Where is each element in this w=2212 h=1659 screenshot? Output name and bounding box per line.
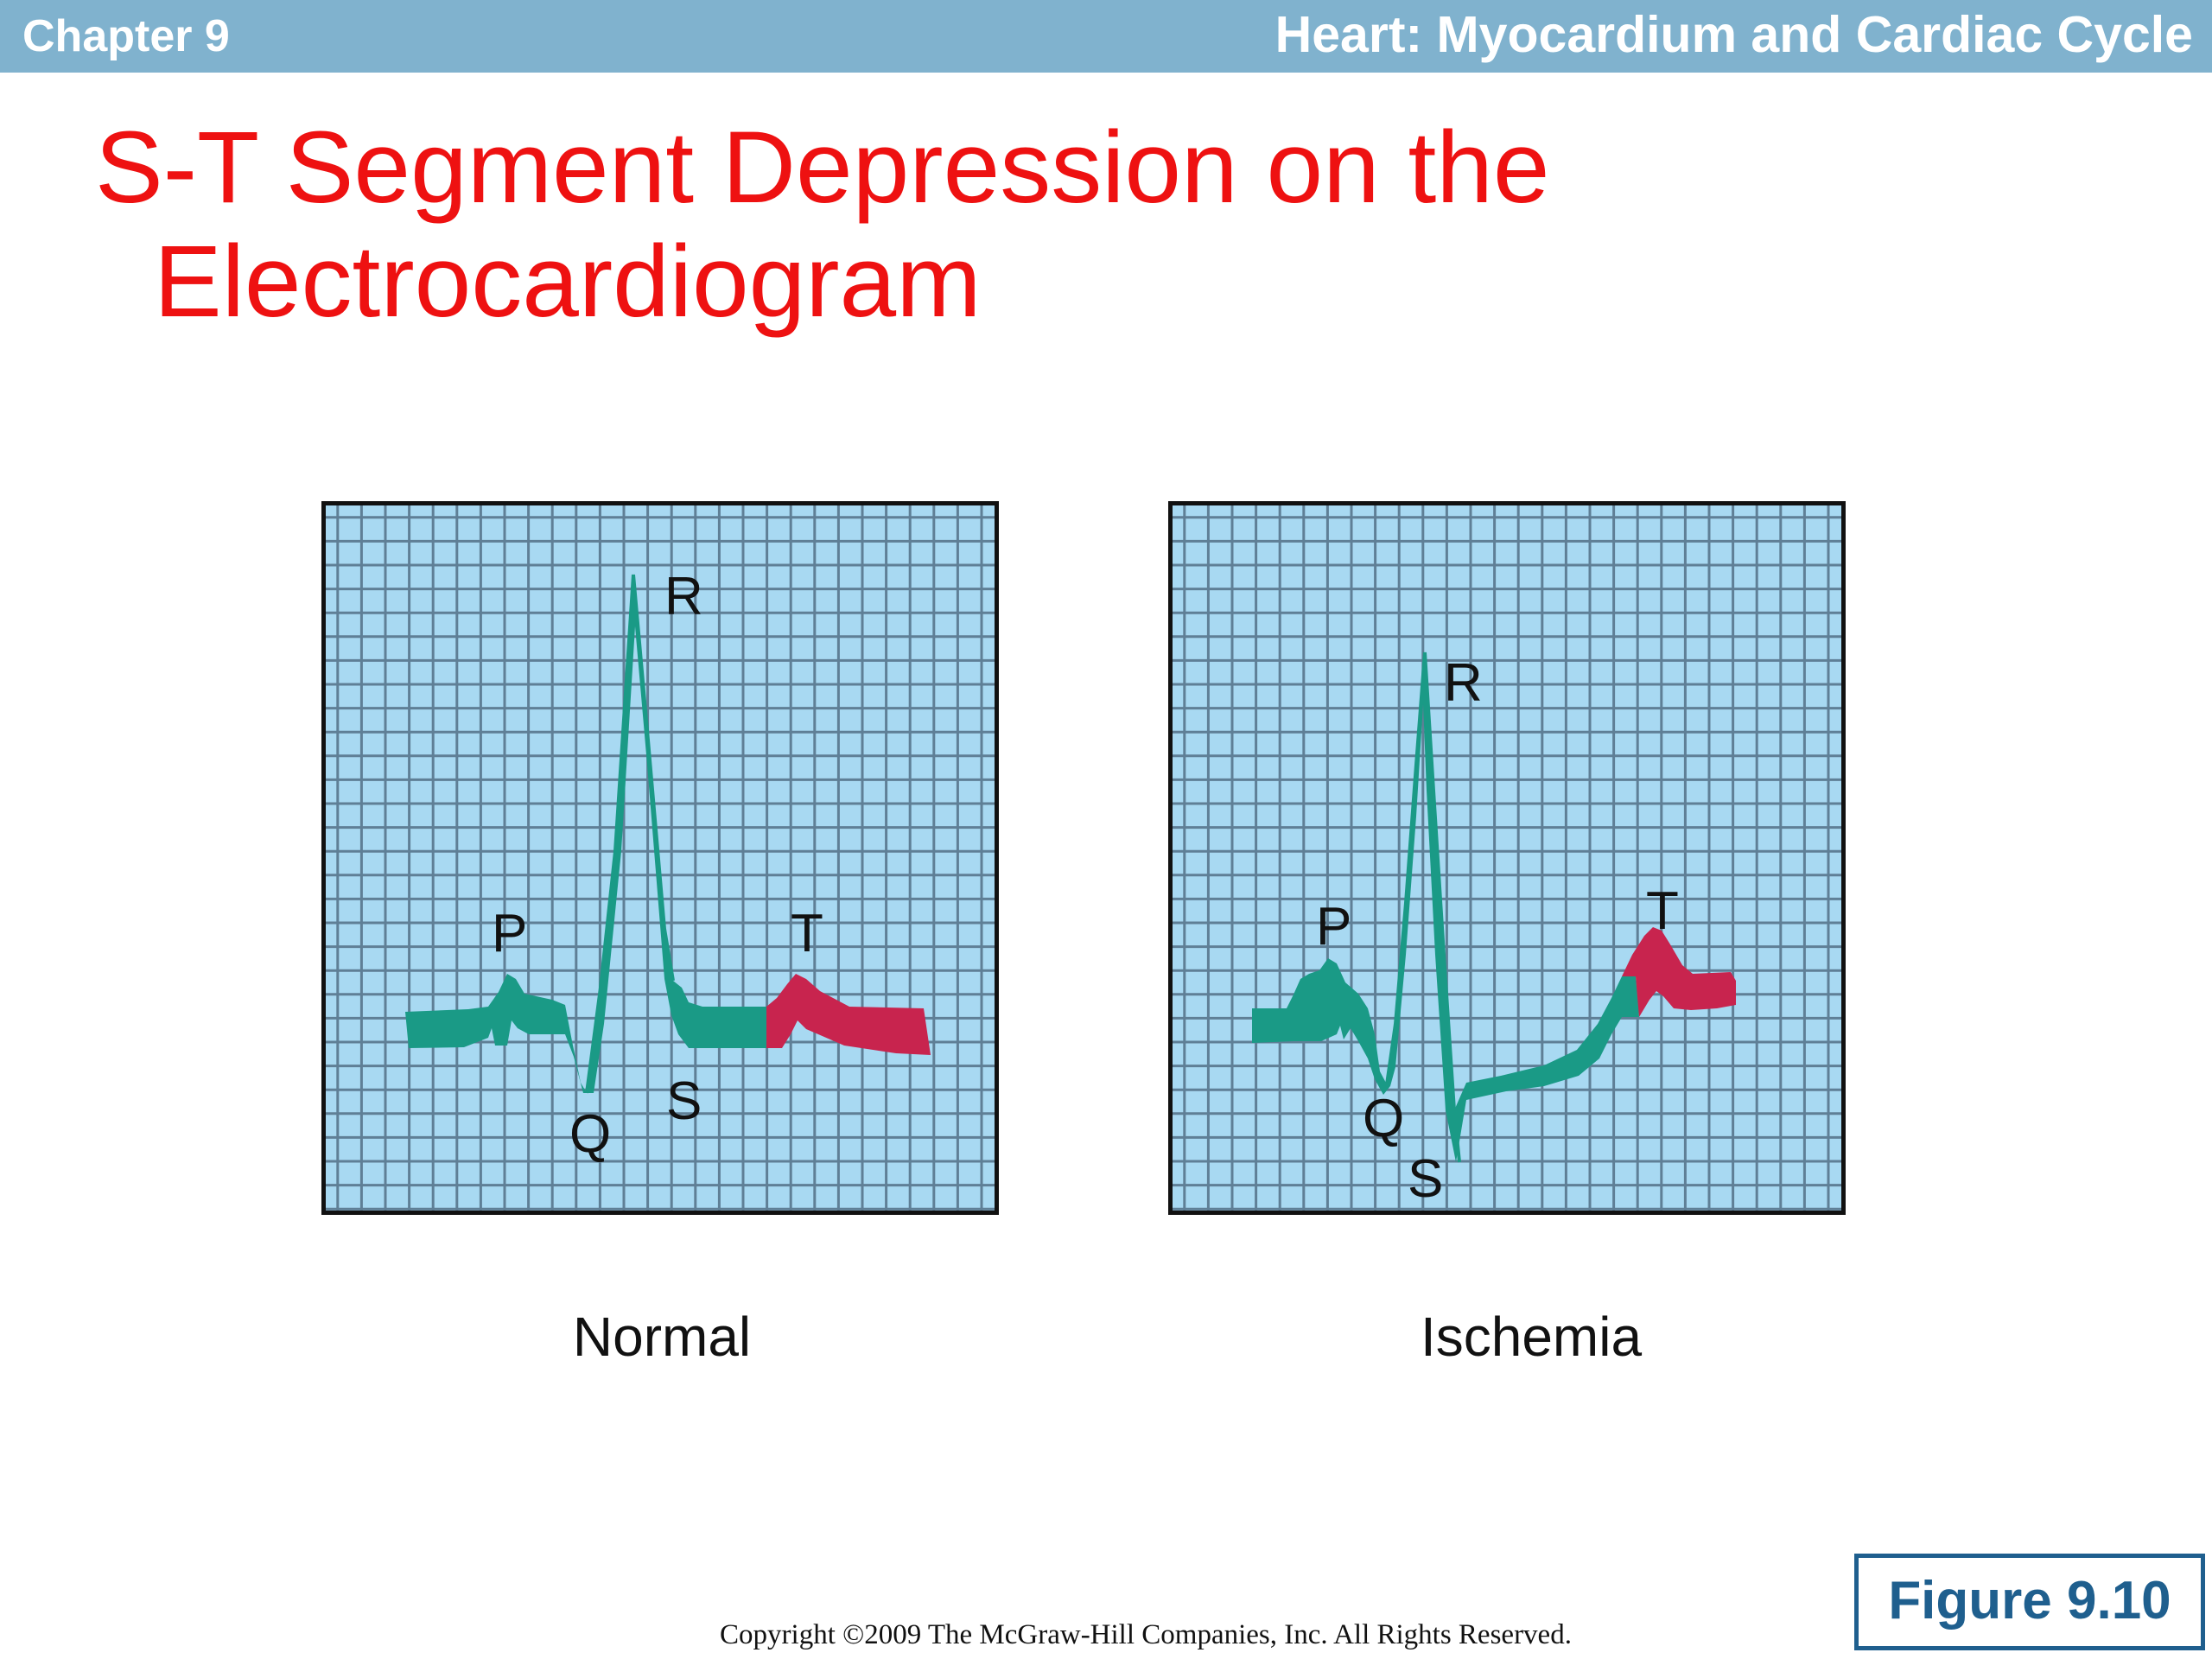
slide-title-line-1: S-T Segment Depression on the	[95, 111, 1550, 225]
caption-normal: Normal	[572, 1306, 752, 1368]
wave-label-s: S	[666, 1071, 702, 1131]
wave-label-q: Q	[1363, 1089, 1404, 1148]
wave-label-t: T	[791, 904, 823, 963]
figure-label: Figure 9.10	[1854, 1554, 2205, 1650]
wave-label-p: P	[492, 904, 527, 963]
ecg-trace-normal	[405, 575, 766, 1093]
ecg-panel-normal: R P T S Q	[321, 501, 999, 1215]
t-wave-ischemia	[1622, 927, 1736, 1017]
ecg-panel-ischemia: R P T Q S	[1168, 501, 1846, 1215]
trace-line-normal	[585, 574, 675, 1094]
wave-label-s: S	[1408, 1149, 1443, 1209]
copyright-notice: Copyright ©2009 The McGraw-Hill Companie…	[0, 1619, 2212, 1651]
wave-label-t: T	[1646, 881, 1679, 941]
ecg-trace-ischemia	[1252, 652, 1639, 1162]
slide-title: S-T Segment Depression on the Electrocar…	[95, 111, 1550, 339]
wave-label-r: R	[664, 567, 703, 626]
wave-label-q: Q	[569, 1104, 611, 1164]
trace-line-ischemia	[1385, 652, 1461, 1163]
ecg-diagram-ischemia: R P T Q S	[1173, 505, 1841, 1211]
grid-lines	[326, 505, 995, 1211]
wave-label-p: P	[1316, 897, 1351, 957]
caption-ischemia: Ischemia	[1420, 1306, 1643, 1368]
header-bar	[0, 0, 2212, 73]
wave-label-r: R	[1444, 653, 1483, 713]
copyright-text: Copyright ©2009 The McGraw-Hill Companie…	[720, 1619, 1572, 1650]
t-wave-normal	[766, 974, 931, 1055]
chapter-label: Chapter 9	[22, 11, 230, 61]
ecg-diagram-normal: R P T S Q	[326, 505, 995, 1211]
header-title: Heart: Myocardium and Cardiac Cycle	[1274, 6, 2193, 63]
slide-title-line-2: Electrocardiogram	[154, 225, 982, 339]
grid-lines	[1173, 505, 1841, 1211]
